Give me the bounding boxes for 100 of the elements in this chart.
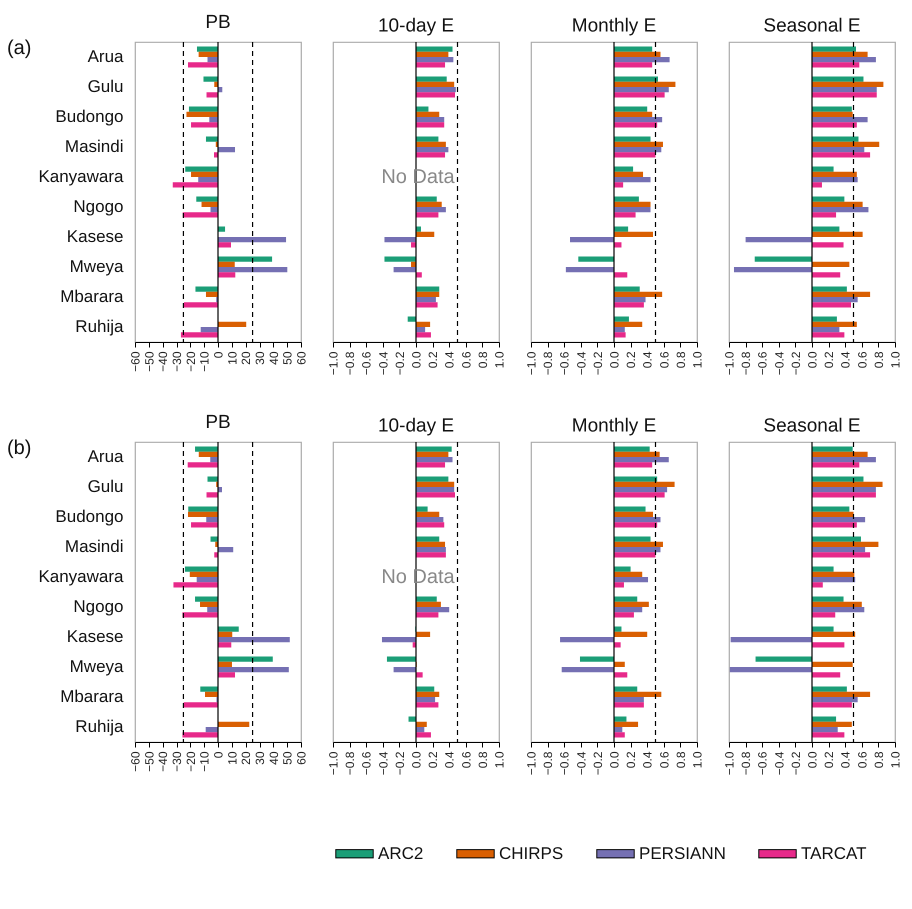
chart-title: 10-day E <box>378 415 454 436</box>
bar <box>614 152 656 158</box>
bar <box>812 446 853 452</box>
x-tick-label: −20 <box>184 351 198 372</box>
bar <box>195 596 218 602</box>
x-tick-label: −40 <box>156 751 170 772</box>
x-tick-label: −0.6 <box>756 751 770 776</box>
bar <box>614 117 662 122</box>
y-tick-label: Mweya <box>70 657 124 676</box>
bar <box>614 572 642 577</box>
x-tick-label: 0.0 <box>410 751 424 768</box>
bar <box>812 46 856 52</box>
x-tick-label: 20 <box>239 751 254 765</box>
bar <box>195 286 218 292</box>
bar <box>614 522 658 528</box>
bar <box>384 256 416 262</box>
bar <box>812 297 858 302</box>
bar <box>416 272 422 278</box>
bar <box>416 542 446 547</box>
x-tick-label: −60 <box>128 351 142 372</box>
x-tick-label: −0.2 <box>788 351 803 376</box>
bar <box>191 522 218 528</box>
x-tick-label: 0.8 <box>476 751 490 768</box>
bar <box>614 492 665 498</box>
bar <box>218 267 288 272</box>
bar <box>812 106 852 112</box>
bar <box>416 152 446 158</box>
bar <box>614 536 651 542</box>
bar <box>207 476 218 482</box>
bar <box>812 642 844 648</box>
bar <box>218 632 232 637</box>
bar <box>812 62 860 68</box>
bar <box>198 177 218 182</box>
x-tick-label: 60 <box>294 751 308 765</box>
bar <box>416 476 448 482</box>
bar <box>416 196 437 202</box>
bar <box>614 462 652 468</box>
bar <box>812 462 860 468</box>
bar <box>614 476 658 482</box>
y-tick-label: Ruhija <box>75 317 124 336</box>
bar <box>190 572 218 577</box>
bar <box>416 57 454 62</box>
bar <box>416 52 448 57</box>
bar <box>730 667 812 672</box>
x-tick-label: 0.4 <box>640 751 655 768</box>
bar <box>614 286 640 292</box>
bar <box>746 237 812 242</box>
bar <box>812 112 853 117</box>
bar <box>210 207 218 212</box>
bar <box>416 607 450 612</box>
chart-title: Monthly E <box>572 415 656 436</box>
x-tick-label: 0.2 <box>426 351 440 368</box>
bar <box>812 566 834 572</box>
bar <box>416 697 436 702</box>
bar <box>200 327 218 332</box>
bar <box>416 596 437 602</box>
x-tick-label: 0.0 <box>608 351 622 368</box>
bar <box>185 166 218 172</box>
bar <box>614 732 625 738</box>
bar <box>614 322 642 327</box>
bar <box>614 292 662 297</box>
x-tick-label: −1.0 <box>326 351 340 376</box>
x-tick-label: −0.2 <box>392 351 407 376</box>
bar <box>614 196 639 202</box>
x-tick-label: −0.2 <box>590 351 605 376</box>
chart-title: 10-day E <box>378 15 454 36</box>
bar <box>218 672 236 678</box>
y-tick-label: Mbarara <box>60 287 124 306</box>
bar <box>614 482 675 487</box>
x-tick-label: 0.4 <box>442 751 457 768</box>
bar <box>614 607 642 612</box>
bar <box>614 697 644 702</box>
x-tick-label: −40 <box>156 351 170 372</box>
bar <box>416 686 434 692</box>
bar <box>614 122 658 128</box>
bar <box>218 226 226 232</box>
bar <box>812 212 836 218</box>
x-tick-label: −0.2 <box>392 751 407 776</box>
bar <box>416 692 440 697</box>
bar <box>614 46 652 52</box>
bar <box>206 92 218 98</box>
bar <box>614 552 656 558</box>
x-tick-label: 0.2 <box>822 351 836 368</box>
bar <box>416 297 436 302</box>
bar <box>416 522 444 528</box>
bar <box>416 147 448 152</box>
y-tick-label: Budongo <box>55 507 124 526</box>
y-tick-label: Kasese <box>66 227 124 246</box>
bar <box>206 292 218 297</box>
bar <box>188 462 218 468</box>
bar <box>812 292 870 297</box>
bar <box>218 272 236 278</box>
bar <box>756 656 812 662</box>
x-tick-label: 0.6 <box>459 751 474 768</box>
x-tick-label: 0.0 <box>410 351 424 368</box>
bar <box>812 226 840 232</box>
x-tick-label: −0.6 <box>756 351 770 376</box>
x-tick-label: 40 <box>266 751 281 765</box>
bar <box>184 566 218 572</box>
x-tick-label: 1.0 <box>888 751 902 768</box>
